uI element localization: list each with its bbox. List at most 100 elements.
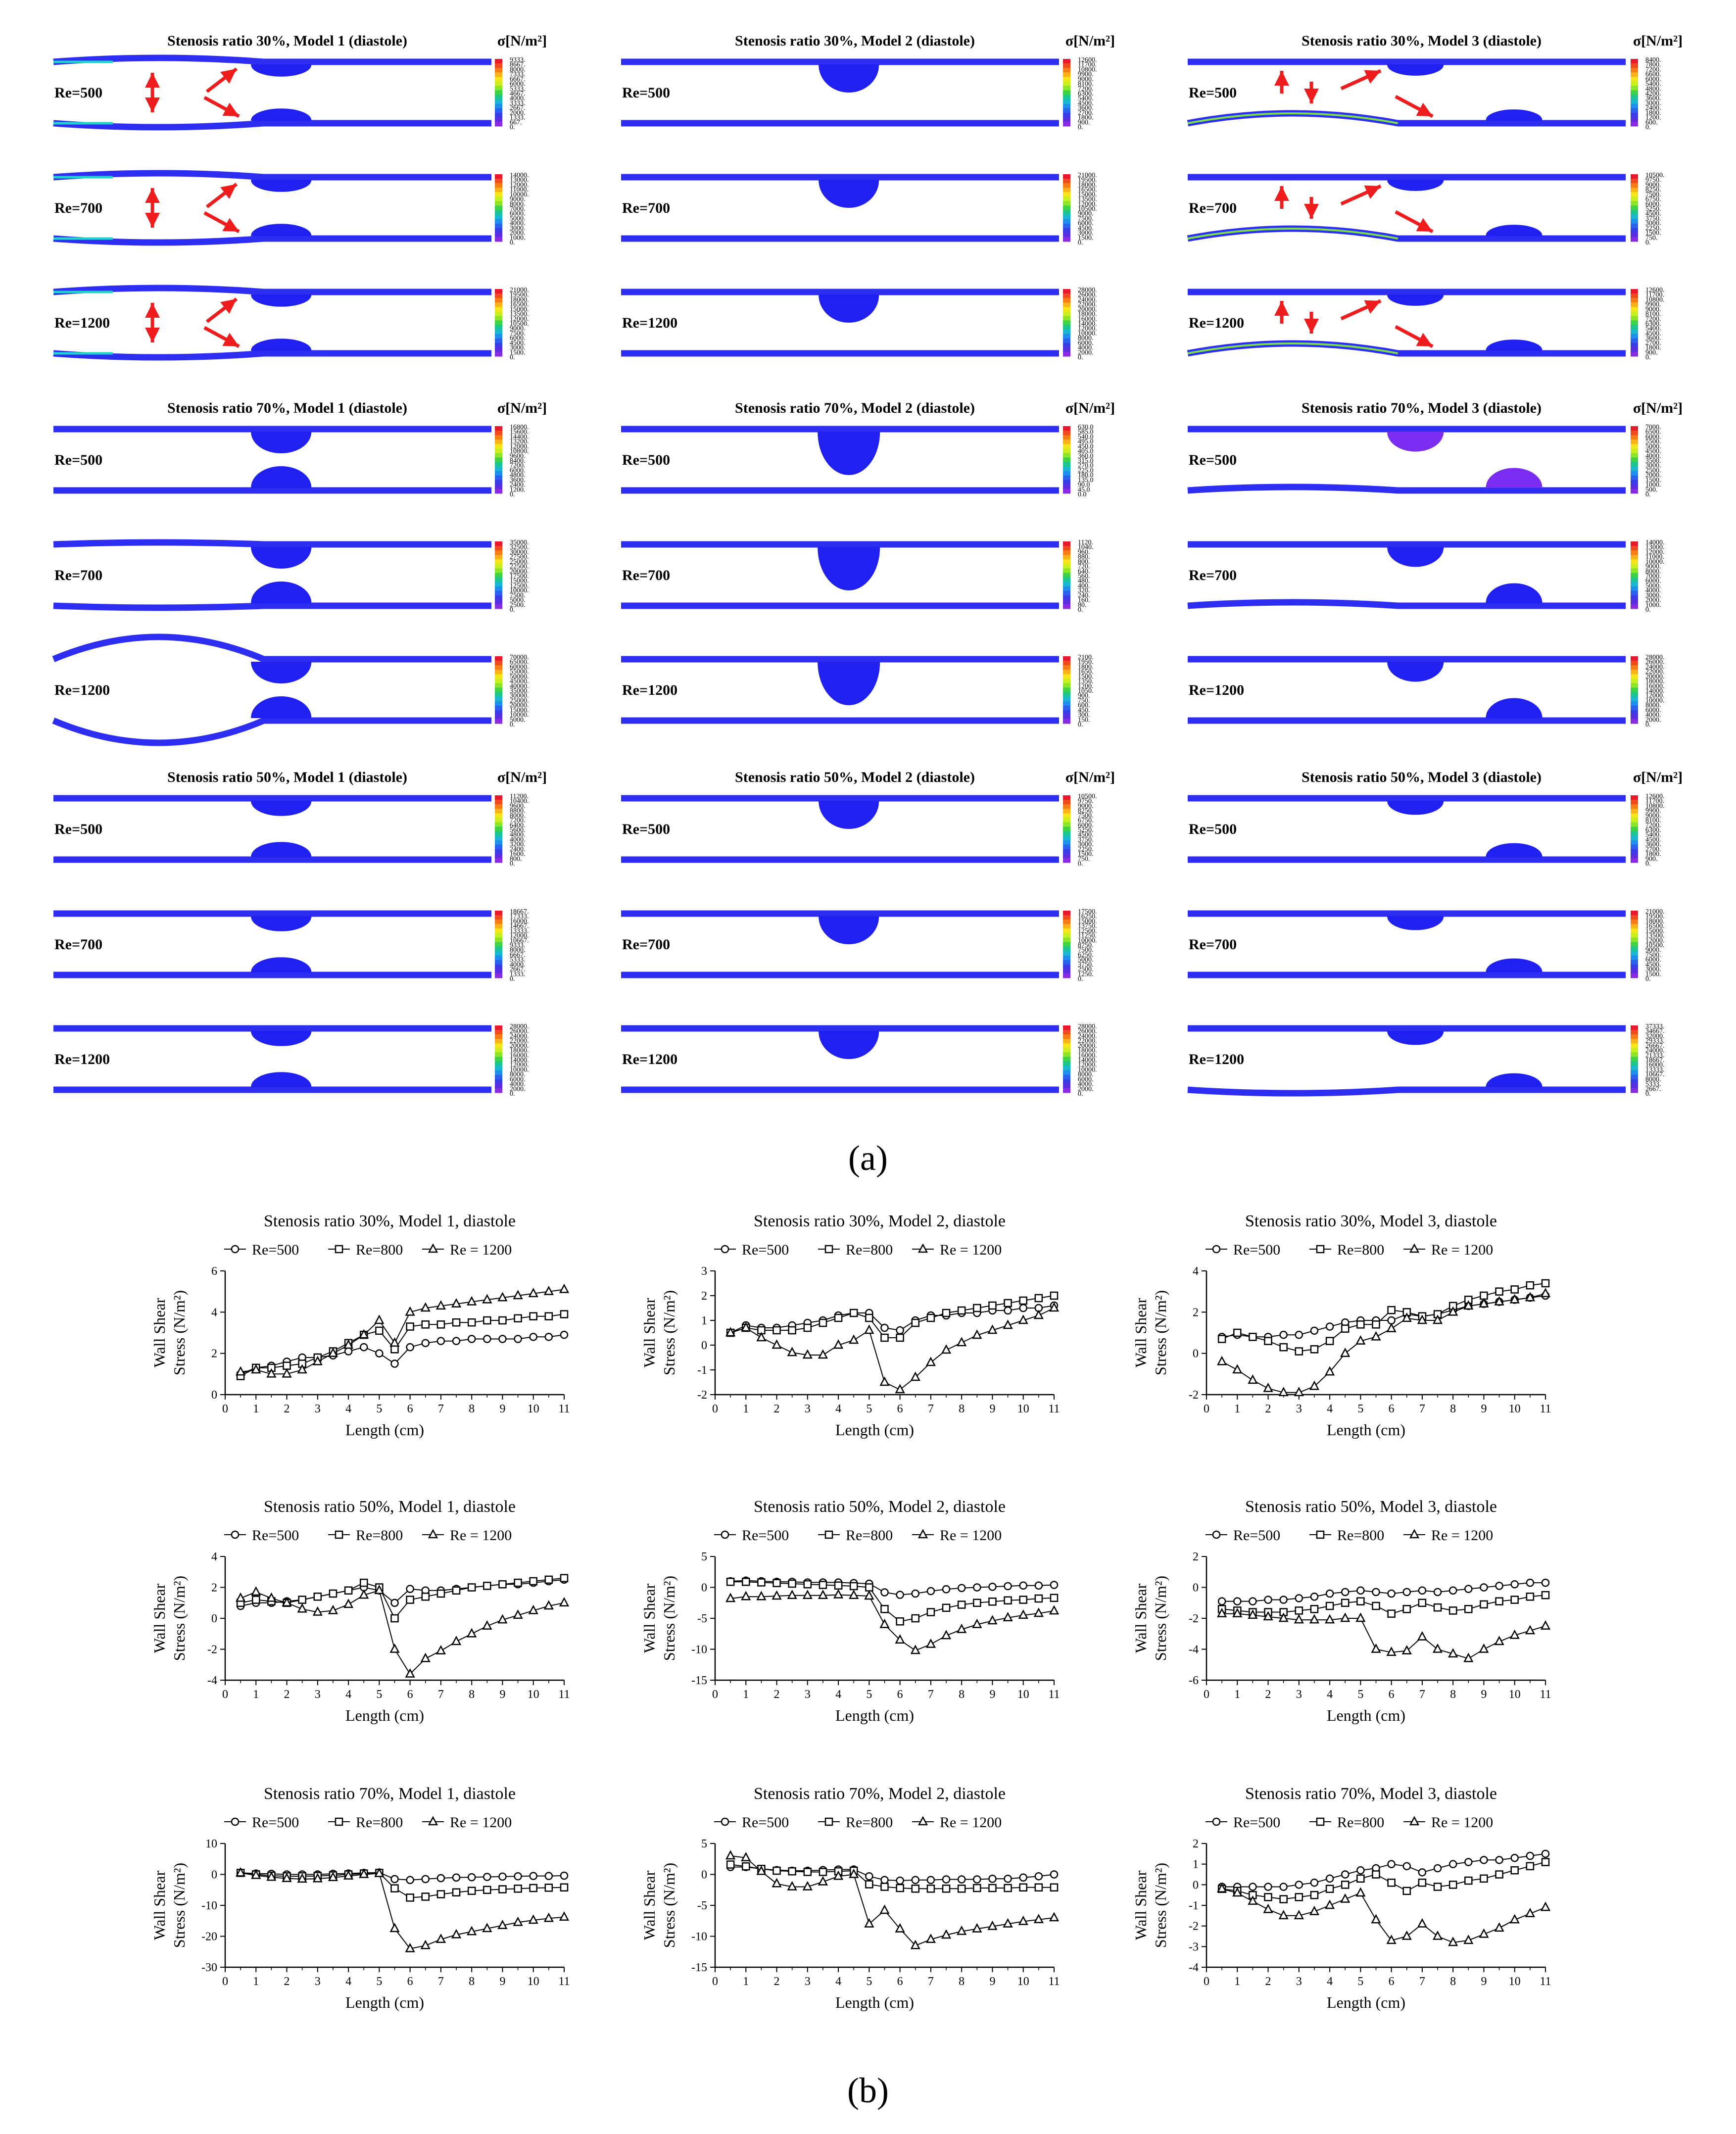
point-circle <box>1418 1868 1427 1877</box>
legend-value: 750. <box>1078 697 1090 704</box>
panel-header: Stenosis ratio 30%, Model 1 (diastole) <box>167 33 407 49</box>
series-line <box>730 1581 1055 1622</box>
y-axis-label-group: Wall Shear Stress (N/m²) <box>640 1290 678 1375</box>
point-triangle <box>987 1920 998 1930</box>
legend-value: 585.0 <box>1078 429 1094 436</box>
colorbar-segment <box>1631 656 1638 661</box>
point-square <box>1310 1345 1319 1354</box>
arrow-head <box>1274 301 1289 316</box>
point-circle <box>406 1585 414 1593</box>
point-square <box>1510 1866 1519 1875</box>
legend-value: 2400. <box>510 846 526 853</box>
colorbar-segment <box>1631 475 1638 481</box>
re-row-0: Re=50012600.11700.10800.9900.9000.8100.7… <box>1188 793 1665 868</box>
colorbar-segment <box>1063 347 1070 352</box>
point-circle <box>1249 1883 1257 1891</box>
point-triangle <box>1417 1631 1427 1641</box>
contour-panel-50-model-3: Stenosis ratio 50%, Model 3 (diastole) σ[… <box>1187 769 1683 1098</box>
legend-value: 18000. <box>1078 1047 1097 1055</box>
legend-value: 26000. <box>1078 291 1097 299</box>
panel-header: Stenosis ratio 50%, Model 2 (diastole) <box>735 769 975 785</box>
x-tick-label: 4 <box>1327 1975 1333 1988</box>
legend-value: 5333. <box>1645 1081 1661 1088</box>
colorbar-segment <box>1063 453 1070 458</box>
point-triangle <box>910 1645 920 1654</box>
colorbar-segment <box>1063 298 1070 303</box>
colorbar-segment <box>1631 595 1638 600</box>
legend-value: 34667. <box>1645 1028 1665 1035</box>
point-circle <box>1295 1881 1303 1889</box>
point-triangle <box>895 1384 905 1394</box>
re-label: Re=1200 <box>1189 682 1244 698</box>
x-tick-label: 7 <box>438 1403 444 1415</box>
point-square <box>926 1885 935 1893</box>
point-triangle <box>879 1376 890 1386</box>
colorbar-segment <box>495 835 502 841</box>
legend-value: 8400. <box>1645 56 1661 64</box>
legend-value: 6250. <box>1078 951 1094 959</box>
point-triangle <box>1278 1910 1289 1920</box>
plaque <box>819 294 879 323</box>
point-triangle <box>1309 1905 1320 1915</box>
point-square <box>1279 1895 1288 1903</box>
point-triangle <box>343 1339 354 1349</box>
colorbar-segment <box>495 701 502 706</box>
colorbar-segment <box>1063 1039 1070 1044</box>
point-square <box>824 1530 833 1539</box>
point-circle <box>1019 1873 1027 1882</box>
series-line <box>241 1872 565 1898</box>
point-triangle <box>1033 1607 1044 1617</box>
legend-value: 10500. <box>1078 205 1097 213</box>
point-triangle <box>1278 1612 1289 1622</box>
y-axis-label-group: Wall Shear Stress (N/m²) <box>150 1576 188 1661</box>
colorbar-segment <box>1631 1039 1638 1044</box>
re-row-2: Re=120028000.26000.24000.22000.20000.180… <box>621 1023 1097 1098</box>
legend-value: 13500. <box>1645 932 1665 940</box>
colorbar-segment <box>495 564 502 569</box>
colorbar-segment <box>495 223 502 229</box>
legend-value: 4000. <box>1645 452 1661 460</box>
colorbar-segment <box>1631 809 1638 814</box>
point-triangle <box>1232 1887 1243 1897</box>
point-circle <box>896 1591 904 1599</box>
legend-value: 6000. <box>1078 1076 1094 1083</box>
legend-value: 0. <box>510 1090 515 1098</box>
series-line <box>240 1577 565 1619</box>
y-axis-label: Stress (N/m²) <box>170 1863 188 1948</box>
plaque <box>1387 547 1444 567</box>
x-tick-label: 9 <box>499 1403 505 1415</box>
legend-value: 500. <box>1645 486 1658 493</box>
point-circle <box>231 1530 240 1539</box>
point-triangle <box>428 1243 438 1253</box>
legend-value: 3000. <box>1078 841 1094 848</box>
x-axis-label: Length (cm) <box>835 1421 914 1439</box>
point-square <box>390 1345 399 1354</box>
legend-value: 225.0 <box>1078 467 1094 474</box>
sigma-legend-title: σ[N/m²] <box>497 400 547 416</box>
re-row-2: Re=120037333.34667.32000.29333.26667.240… <box>1187 1023 1665 1098</box>
y-axis-label: Wall Shear <box>150 1870 168 1940</box>
point-circle <box>1448 1860 1457 1868</box>
legend-value: 0. <box>1078 721 1083 728</box>
x-tick-label: 4 <box>835 1975 841 1988</box>
colorbar-segment <box>1063 692 1070 697</box>
point-circle <box>942 1585 951 1594</box>
point-circle <box>1004 1875 1012 1883</box>
colorbar-segment <box>1631 347 1638 352</box>
point-square <box>1526 1281 1535 1290</box>
colorbar-segment <box>1631 99 1638 104</box>
arrow-head <box>145 303 160 318</box>
re-row-1: Re=7001120.1040.960.880.800.720.640.560.… <box>621 539 1094 614</box>
colorbar-segment <box>495 59 502 64</box>
point-square <box>1480 1874 1488 1883</box>
legend-value: 5000. <box>1645 582 1661 589</box>
legend-value: 3000. <box>1645 462 1661 470</box>
point-triangle <box>1355 1612 1366 1622</box>
legend-value: 16250. <box>1078 913 1097 921</box>
legend-value: 5400. <box>1645 831 1661 839</box>
legend-value: 6000. <box>510 1076 526 1083</box>
re-row-0: Re=500630.0585.0540.0495.0450.0405.0360.… <box>621 424 1094 498</box>
point-circle <box>436 1874 445 1883</box>
point-circle <box>514 1872 522 1881</box>
vessel-wall <box>53 54 491 65</box>
